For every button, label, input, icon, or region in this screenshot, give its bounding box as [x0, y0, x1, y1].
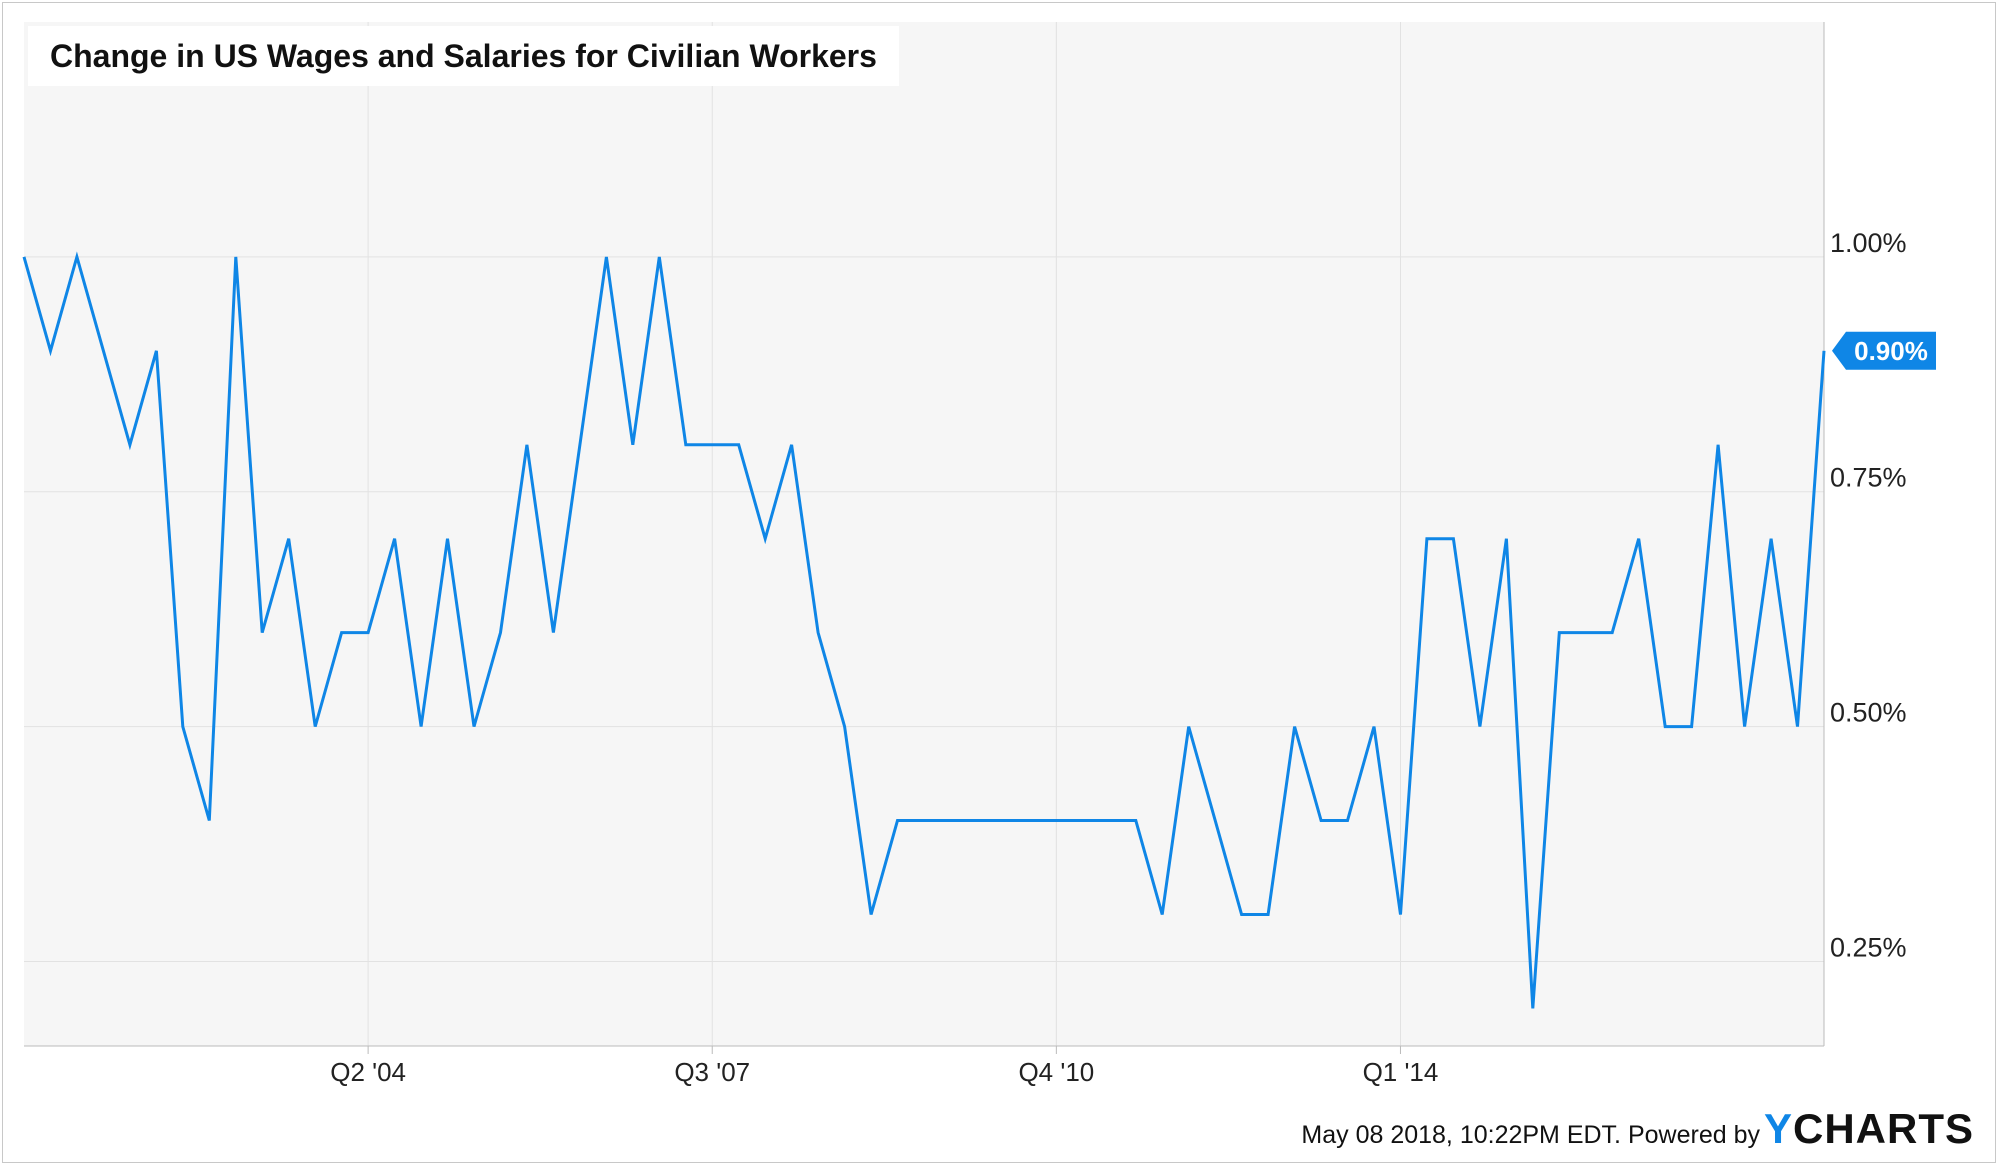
plot-background — [24, 22, 1824, 1046]
y-tick-label: 0.75% — [1830, 463, 1907, 493]
x-tick-label: Q3 '07 — [674, 1057, 750, 1087]
x-tick-label: Q2 '04 — [330, 1057, 406, 1087]
x-tick-label: Q4 '10 — [1018, 1057, 1094, 1087]
x-tick-label: Q1 '14 — [1363, 1057, 1439, 1087]
y-tick-label: 1.00% — [1830, 228, 1907, 258]
series-line — [22, 251, 1826, 1009]
chart-title: Change in US Wages and Salaries for Civi… — [50, 37, 877, 74]
ycharts-logo-y: Y — [1763, 1105, 1793, 1152]
ycharts-logo[interactable]: YCHARTS — [1764, 1105, 1974, 1153]
chart-title-box: Change in US Wages and Salaries for Civi… — [28, 26, 899, 86]
last-value-badge — [1832, 331, 1936, 370]
y-tick-label: 0.50% — [1830, 698, 1907, 728]
footer-timestamp: May 08 2018, 10:22PM EDT. Powered by — [1301, 1121, 1760, 1149]
last-value-label: 0.90% — [1854, 336, 1928, 366]
ycharts-logo-text: CHARTS — [1793, 1105, 1974, 1152]
y-tick-label: 0.25% — [1830, 932, 1907, 962]
footer: May 08 2018, 10:22PM EDT. Powered by YCH… — [1301, 1105, 1974, 1153]
